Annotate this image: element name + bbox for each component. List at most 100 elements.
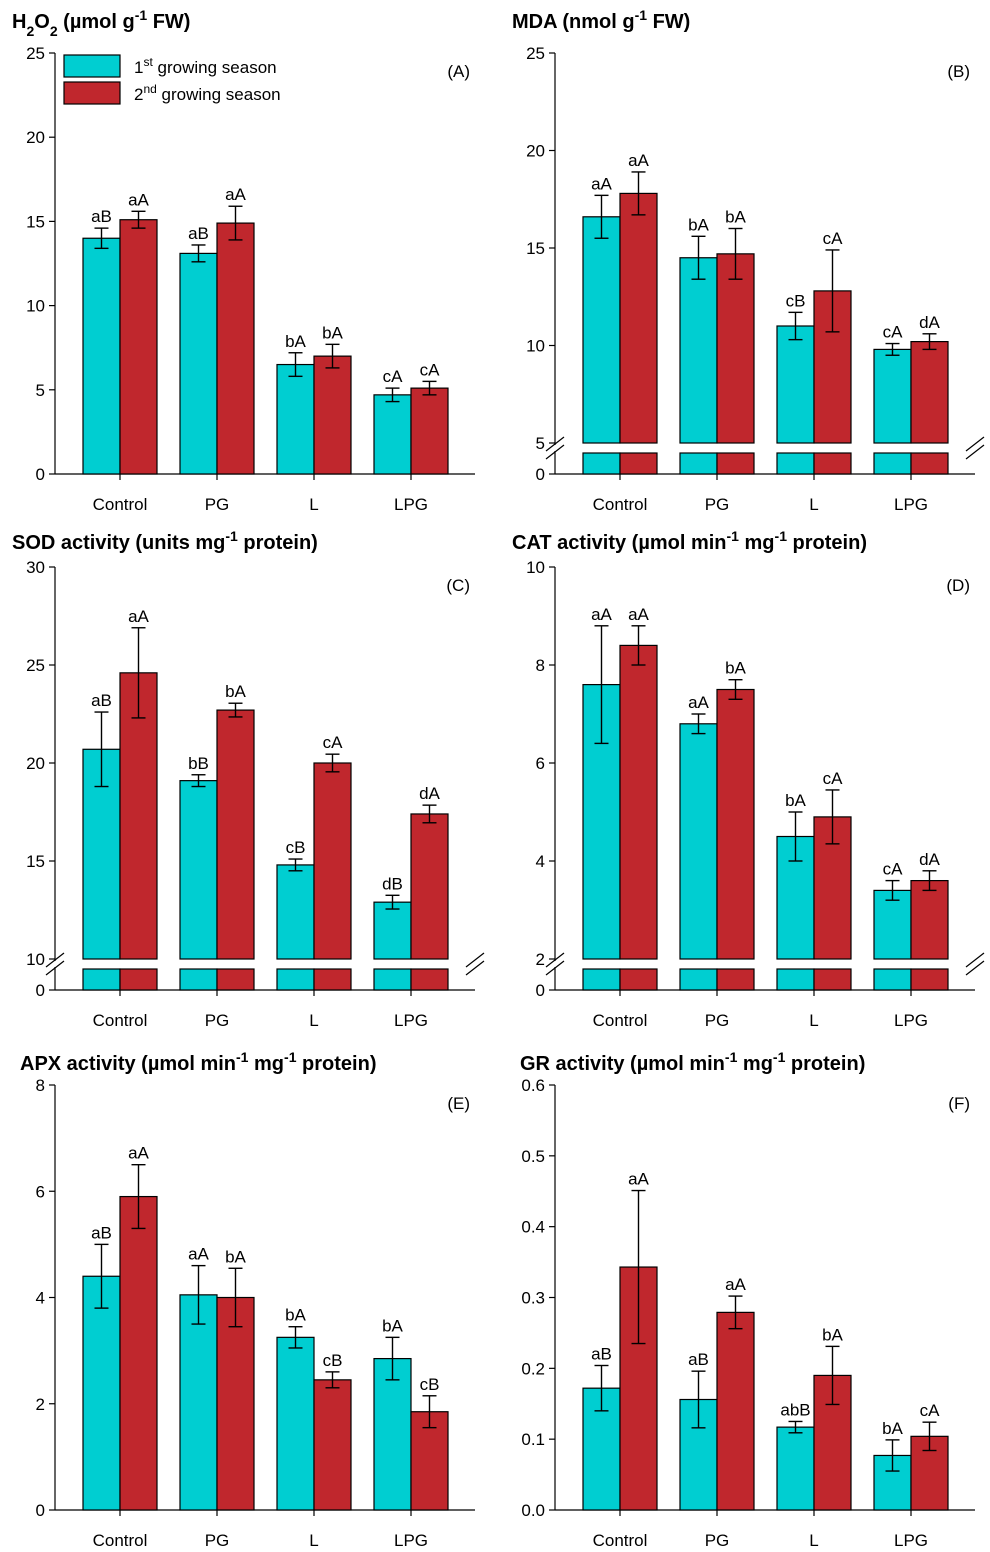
data-label: bA bbox=[225, 1247, 246, 1266]
data-label: aA bbox=[628, 151, 649, 170]
axis-break-mark bbox=[545, 444, 565, 460]
chart-title: GR activity (µmol min-1 mg-1 protein) bbox=[520, 1049, 865, 1075]
data-label: cB bbox=[323, 1351, 343, 1370]
y-tick-label: 0 bbox=[36, 1501, 45, 1520]
y-tick-label: 25 bbox=[26, 656, 45, 675]
data-label: cA bbox=[420, 360, 441, 379]
y-tick-label: 0.5 bbox=[521, 1147, 545, 1166]
bar bbox=[619, 644, 658, 960]
x-tick-label: PG bbox=[205, 495, 230, 514]
data-label: dA bbox=[919, 313, 940, 332]
data-label: aA bbox=[628, 1170, 649, 1189]
y-tick-label: 8 bbox=[536, 656, 545, 675]
bar-base bbox=[716, 968, 755, 991]
y-tick-label: 30 bbox=[26, 558, 45, 577]
panel-label: (D) bbox=[946, 576, 970, 595]
x-tick-label: LPG bbox=[394, 1531, 428, 1550]
data-label: bA bbox=[225, 682, 246, 701]
panel-label: (F) bbox=[948, 1094, 970, 1113]
data-label: bA bbox=[725, 208, 746, 227]
data-label: aB bbox=[91, 1223, 112, 1242]
x-tick-label: PG bbox=[705, 1011, 730, 1030]
y-tick-label: 20 bbox=[26, 754, 45, 773]
bar bbox=[119, 219, 158, 475]
x-tick-label: PG bbox=[205, 1531, 230, 1550]
axis-break-mark bbox=[545, 952, 565, 968]
y-tick-label: 10 bbox=[26, 297, 45, 316]
panel-label: (C) bbox=[446, 576, 470, 595]
data-label: aA bbox=[591, 605, 612, 624]
x-tick-label: Control bbox=[593, 495, 648, 514]
legend-swatch bbox=[63, 81, 121, 105]
data-label: aA bbox=[628, 605, 649, 624]
bar bbox=[313, 1379, 352, 1511]
bar bbox=[216, 1296, 255, 1511]
data-label: bB bbox=[188, 754, 209, 773]
y-tick-label: 10 bbox=[26, 950, 45, 969]
bar bbox=[679, 723, 718, 960]
data-label: cA bbox=[883, 323, 904, 342]
y-tick-label: 25 bbox=[526, 44, 545, 63]
data-label: cA bbox=[823, 769, 844, 788]
bar bbox=[216, 709, 255, 960]
data-label: bA bbox=[725, 659, 746, 678]
y-tick-label: 0 bbox=[36, 981, 45, 1000]
data-label: bA bbox=[285, 1306, 306, 1325]
bar-base bbox=[679, 968, 718, 991]
y-tick-label: 10 bbox=[526, 337, 545, 356]
y-tick-label: 20 bbox=[526, 142, 545, 161]
data-label: abB bbox=[780, 1400, 810, 1419]
legend-entry-season2: 2nd growing season bbox=[134, 82, 281, 104]
bar-base bbox=[716, 452, 755, 475]
bar bbox=[373, 394, 412, 475]
bar bbox=[373, 901, 412, 960]
axis-break-mark bbox=[965, 960, 985, 976]
bar bbox=[313, 355, 352, 475]
x-tick-label: LPG bbox=[394, 495, 428, 514]
bar-base bbox=[216, 968, 255, 991]
chart-panel-b: MDA (nmol g-1 FW) (B) 0 5 10 15 20 25 Control aA a… bbox=[512, 7, 985, 514]
x-tick-label: L bbox=[809, 1531, 818, 1550]
chart-panel-c: SOD activity (units mg-1 protein) (C) 0 10 1… bbox=[12, 528, 485, 1030]
bar bbox=[119, 672, 158, 960]
data-label: cB bbox=[286, 838, 306, 857]
y-tick-label: 4 bbox=[536, 852, 545, 871]
bar-base bbox=[776, 452, 815, 475]
bar bbox=[276, 1336, 315, 1511]
data-label: dB bbox=[382, 874, 403, 893]
bar bbox=[619, 192, 658, 444]
y-tick-label: 25 bbox=[26, 44, 45, 63]
y-tick-label: 6 bbox=[36, 1182, 45, 1201]
bar bbox=[179, 780, 218, 960]
bar bbox=[410, 813, 449, 960]
y-tick-label: 4 bbox=[36, 1289, 45, 1308]
x-tick-label: L bbox=[809, 495, 818, 514]
bar-base bbox=[813, 968, 852, 991]
x-tick-label: Control bbox=[593, 1011, 648, 1030]
data-label: bA bbox=[785, 791, 806, 810]
y-tick-label: 0 bbox=[536, 465, 545, 484]
y-tick-label: 5 bbox=[536, 434, 545, 453]
x-tick-label: LPG bbox=[894, 495, 928, 514]
chart-panel-d: CAT activity (µmol min-1 mg-1 protein) (D… bbox=[512, 528, 985, 1030]
bar bbox=[82, 237, 121, 475]
y-tick-label: 15 bbox=[26, 852, 45, 871]
data-label: dA bbox=[419, 784, 440, 803]
axis-break-mark bbox=[545, 960, 565, 976]
data-label: aA bbox=[128, 607, 149, 626]
bar-base bbox=[873, 452, 912, 475]
bar bbox=[179, 1294, 218, 1511]
x-tick-label: L bbox=[309, 1011, 318, 1030]
data-label: aB bbox=[591, 1345, 612, 1364]
data-label: dA bbox=[919, 850, 940, 869]
chart-title: SOD activity (units mg-1 protein) bbox=[12, 528, 318, 554]
panel-label: (A) bbox=[447, 62, 470, 81]
bar-base bbox=[179, 968, 218, 991]
chart-panel-e: APX activity (µmol min-1 mg-1 protein) (E… bbox=[20, 1049, 475, 1550]
bar bbox=[910, 879, 949, 960]
chart-title: CAT activity (µmol min-1 mg-1 protein) bbox=[512, 528, 867, 554]
axis-break-mark bbox=[45, 960, 65, 976]
data-label: aA bbox=[188, 1245, 209, 1264]
y-tick-label: 0.0 bbox=[521, 1501, 545, 1520]
axis-break-mark bbox=[465, 960, 485, 976]
